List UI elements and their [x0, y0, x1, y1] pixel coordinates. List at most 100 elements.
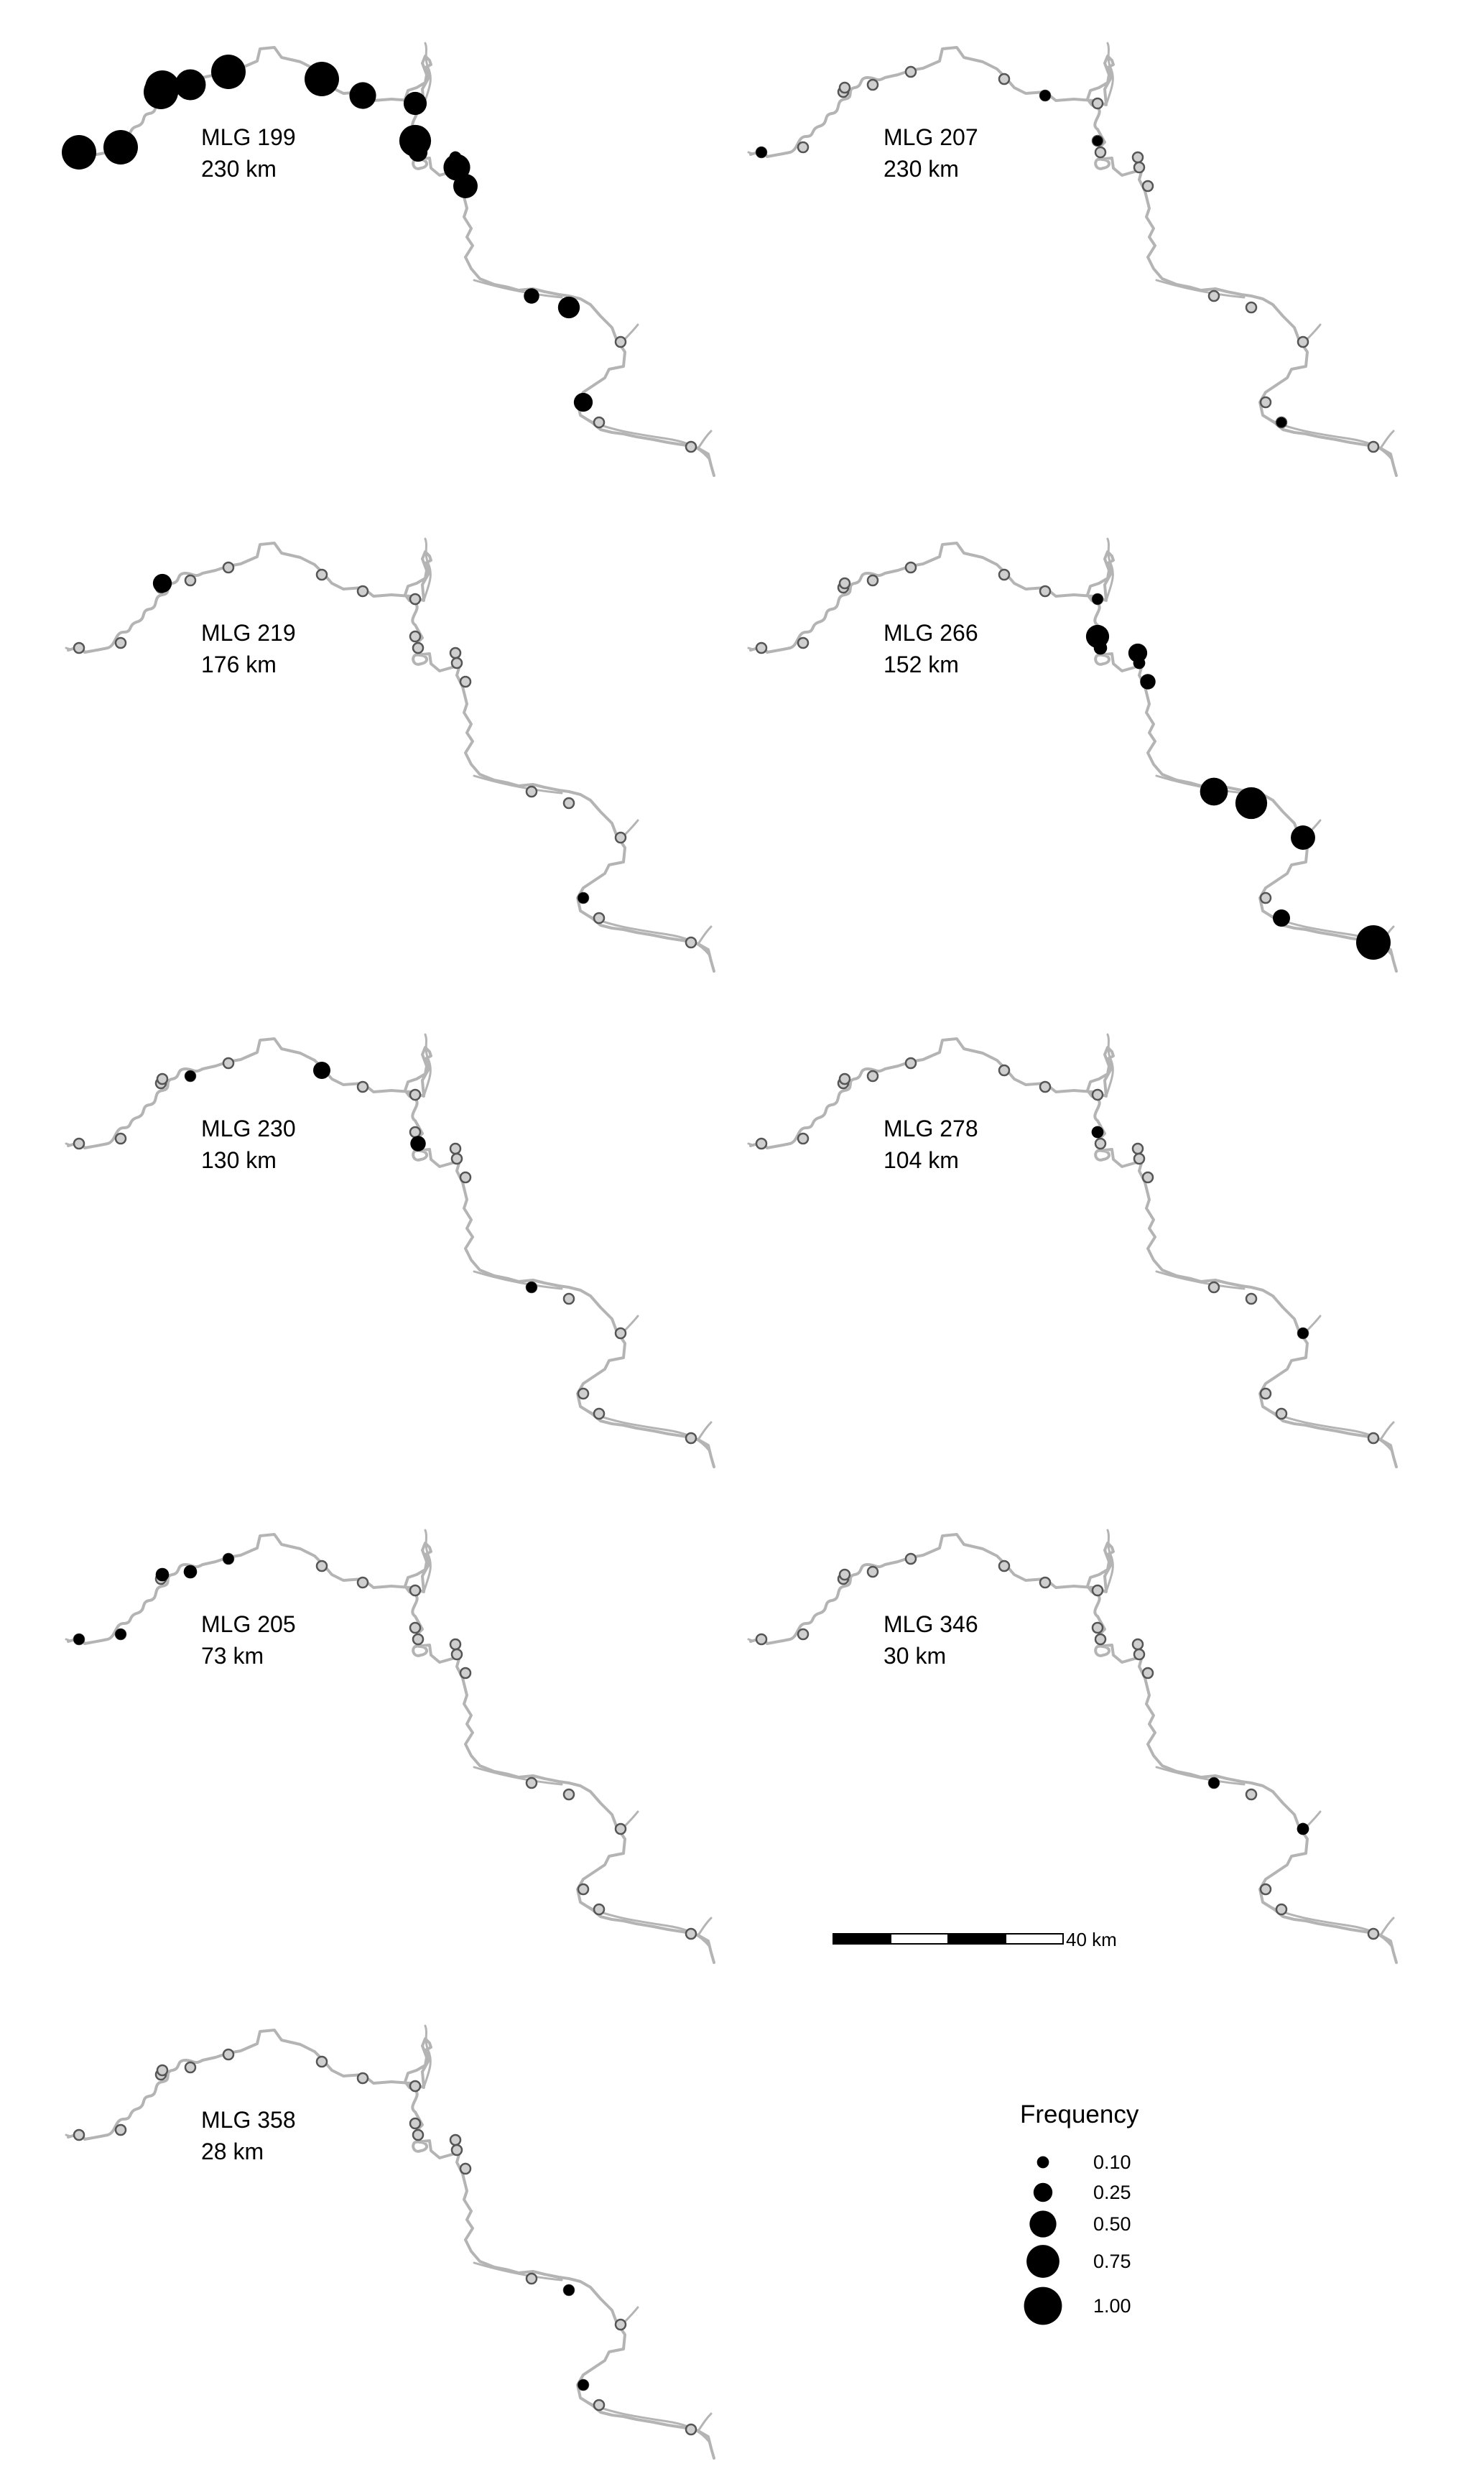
river-branch [65, 2134, 72, 2138]
panel-mlg-label: MLG 266 [884, 620, 978, 646]
sampling-site-marker [614, 1822, 627, 1835]
sampling-site-marker [797, 636, 810, 649]
sampling-site-marker [1245, 1292, 1258, 1305]
river-line [67, 1533, 715, 1964]
occurrence-dot [403, 91, 427, 116]
sampling-site-marker [1133, 161, 1146, 174]
occurrence-dot [1039, 90, 1051, 101]
river-branch [473, 279, 563, 299]
sampling-site-marker [593, 912, 606, 925]
sampling-site-marker [1039, 585, 1052, 598]
sampling-site-marker [577, 1387, 590, 1400]
river-line [67, 1037, 715, 1468]
sampling-site-marker [998, 1560, 1011, 1572]
sampling-site-marker [755, 1633, 768, 1646]
sampling-site-marker [1094, 1137, 1107, 1150]
sampling-site-marker [1367, 440, 1380, 453]
panel-mlg-label: MLG 278 [884, 1116, 978, 1141]
sampling-site-marker [1039, 1080, 1052, 1093]
sampling-site-marker [412, 2128, 425, 2141]
map-panel: MLG 278 104 km [747, 1033, 1398, 1468]
occurrence-dot [175, 69, 206, 101]
panel-distance-label: 230 km [201, 156, 277, 182]
river-branch [747, 647, 754, 651]
sampling-site-marker [1259, 891, 1272, 904]
river-line [67, 542, 715, 973]
sampling-site-marker [184, 2061, 197, 2074]
sampling-site-marker [1094, 146, 1107, 159]
map-panel: MLG 207 230 km [747, 42, 1398, 477]
river-branch [697, 430, 713, 450]
sampling-site-marker [866, 1565, 879, 1578]
panel-mlg-label: MLG 230 [201, 1116, 296, 1141]
sampling-site-marker [409, 1126, 422, 1139]
river-line [749, 1037, 1398, 1468]
occurrence-dot [1356, 925, 1391, 960]
river-branch [697, 1421, 713, 1441]
sampling-site-marker [1275, 1407, 1288, 1420]
sampling-site-marker [1259, 396, 1272, 409]
occurrence-dot [578, 2379, 589, 2391]
scale-bar-label: 40 km [1066, 1929, 1117, 1950]
river-branch [65, 1638, 72, 1642]
panel-mlg-label: MLG 346 [884, 1611, 978, 1637]
sampling-site-marker [409, 1584, 422, 1597]
occurrence-dot [1200, 777, 1228, 806]
occurrence-dot [1140, 674, 1156, 690]
sampling-site-marker [1245, 301, 1258, 314]
occurrence-dot [145, 70, 180, 105]
sampling-site-marker [998, 73, 1011, 85]
legend-symbol [1037, 2156, 1049, 2169]
sampling-site-marker [1367, 1432, 1380, 1445]
river-branch [586, 914, 711, 957]
frequency-legend: Frequency 0.10 0.25 0.50 0.75 1.00 [1020, 2100, 1139, 2325]
map-panel: MLG 346 30 km [747, 1529, 1398, 1964]
panel-distance-label: 28 km [201, 2139, 264, 2164]
panel-distance-label: 176 km [201, 652, 277, 677]
sampling-site-marker [73, 1137, 85, 1150]
river-branch [697, 2412, 713, 2432]
sampling-site-marker [838, 1072, 851, 1085]
map-panel: MLG 358 28 km [65, 2024, 715, 2460]
sampling-site-marker [614, 831, 627, 844]
occurrence-dot [103, 130, 138, 165]
panel-distance-label: 104 km [884, 1147, 959, 1173]
occurrence-dot [756, 147, 767, 158]
occurrence-dot [1092, 593, 1103, 605]
river-branch [65, 647, 72, 651]
legend-symbol [1033, 2182, 1053, 2202]
river-branch [697, 925, 713, 945]
river-branch [422, 42, 432, 106]
occurrence-dot [1291, 825, 1315, 850]
occurrence-dot [305, 62, 339, 96]
sampling-site-marker [904, 65, 917, 78]
sampling-site-marker [450, 657, 463, 670]
sampling-site-marker [866, 78, 879, 91]
occurrence-dot [563, 2284, 575, 2296]
sampling-site-marker [409, 593, 422, 606]
sampling-site-marker [459, 1667, 472, 1680]
sampling-site-marker [450, 1648, 463, 1661]
sampling-site-marker [1367, 1927, 1380, 1940]
occurrence-dot [211, 55, 246, 89]
occurrence-dot [115, 1629, 126, 1640]
sampling-site-marker [449, 1638, 462, 1651]
sampling-site-marker [1259, 1883, 1272, 1896]
sampling-site-marker [685, 1927, 697, 1940]
legend-symbol [1024, 2287, 1062, 2325]
sampling-site-marker [1297, 335, 1309, 348]
sampling-site-marker [797, 1132, 810, 1145]
river-branch [422, 537, 432, 602]
occurrence-dot [1093, 641, 1108, 655]
river-branch [586, 1905, 711, 1948]
sampling-site-marker [1207, 289, 1220, 302]
panel-mlg-label: MLG 219 [201, 620, 296, 646]
sampling-site-marker [315, 2055, 328, 2068]
sampling-site-marker [450, 2144, 463, 2156]
occurrence-dot [1297, 1328, 1309, 1339]
sampling-site-marker [222, 561, 235, 574]
sampling-site-marker [1094, 1633, 1107, 1646]
sampling-site-marker [409, 1088, 422, 1101]
sampling-site-marker [449, 2134, 462, 2146]
river-line [749, 1533, 1398, 1964]
